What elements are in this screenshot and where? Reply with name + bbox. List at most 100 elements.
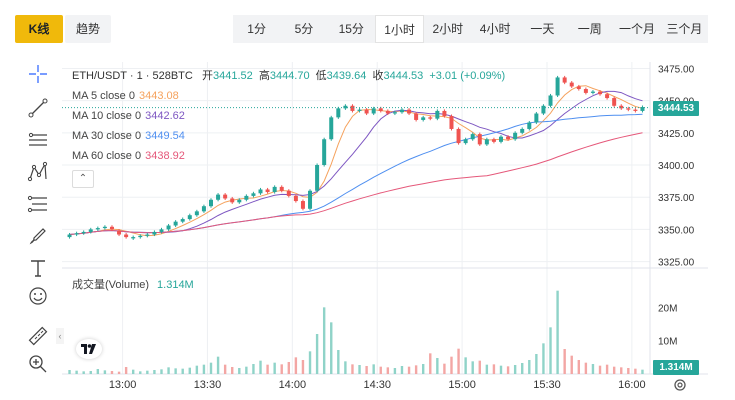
ruler-icon[interactable] — [26, 324, 50, 348]
interval-tab[interactable]: 1小时 — [374, 15, 425, 43]
candle-body — [612, 98, 617, 106]
candle-body — [491, 139, 496, 142]
gear-icon[interactable] — [673, 378, 687, 392]
measure-ruler-lines-icon[interactable] — [26, 192, 50, 216]
volume-bar — [535, 354, 538, 374]
candle-body — [159, 229, 164, 232]
volume-bar — [570, 355, 573, 374]
chart-area[interactable]: 3475.003450.003425.003400.003375.003350.… — [62, 62, 710, 390]
crosshair-icon[interactable] — [26, 62, 50, 86]
interval-tab[interactable]: 一个月 — [619, 22, 656, 36]
candle-body — [590, 91, 595, 93]
volume-bar — [131, 369, 135, 374]
volume-bar — [478, 360, 481, 374]
interval-tab[interactable]: 15分 — [338, 22, 364, 36]
volume-bar — [160, 369, 163, 374]
candle-body — [223, 194, 228, 199]
volume-bar — [372, 364, 375, 374]
candle-body — [67, 234, 72, 238]
volume-bar — [280, 364, 283, 374]
emoji-icon[interactable] — [26, 284, 50, 308]
interval-tab[interactable]: 4小时 — [479, 22, 511, 36]
drawing-toolbar — [18, 62, 58, 382]
interval-tab[interactable]: 1分 — [247, 22, 266, 36]
volume-bar — [492, 364, 496, 374]
interval-tab[interactable]: 5分 — [294, 22, 314, 36]
candle-body — [251, 193, 256, 196]
candle-body — [428, 117, 433, 119]
volume-bar — [337, 350, 340, 374]
candle-body — [272, 186, 277, 193]
fib-retracement-icon[interactable] — [26, 128, 50, 152]
volume-bar — [351, 364, 354, 374]
candle-body — [605, 94, 610, 99]
candle-body — [322, 139, 327, 165]
volume-bar — [457, 348, 460, 374]
volume-bar — [124, 367, 128, 374]
candle-body — [145, 234, 150, 236]
price-tick-label: 3325.00 — [658, 258, 695, 269]
candle-body — [435, 110, 440, 119]
ma-label: MA 60 close 0 — [72, 150, 142, 162]
interval-selector: 1分 5分 15分 1小时 2小时 4小时 一天 一周 一个月 三个月 — [233, 15, 708, 43]
top-bar: K线 趋势 1分 5分 15分 1小时 2小时 4小时 一天 一周 一个月 三个月 — [0, 0, 735, 48]
text-tool-icon[interactable] — [26, 256, 50, 280]
candle-body — [166, 225, 171, 230]
pattern-icon[interactable] — [26, 160, 50, 184]
candle-body — [244, 195, 249, 200]
candle-body — [95, 228, 100, 230]
candle-body — [499, 136, 503, 142]
volume-bar — [365, 366, 368, 374]
volume-bar — [436, 358, 439, 374]
volume-bar — [471, 361, 474, 374]
ma-label: MA 10 close 0 — [72, 110, 142, 122]
volume-bar — [117, 371, 121, 374]
candle-body — [463, 139, 468, 144]
volume-bar — [209, 362, 213, 374]
volume-bar — [139, 371, 142, 374]
time-tick-label: 16:00 — [618, 379, 646, 390]
candle-body — [378, 108, 383, 111]
candle-body — [506, 136, 511, 140]
volume-bar — [181, 368, 184, 374]
candle-body — [315, 165, 320, 191]
candle-body — [109, 226, 114, 230]
interval-tab[interactable]: 一周 — [577, 22, 602, 36]
interval-tab[interactable]: 一天 — [530, 22, 555, 36]
volume-bar — [386, 367, 390, 374]
volume-bar — [82, 371, 85, 374]
volume-tick-label: 10M — [658, 337, 677, 348]
tradingview-logo-icon[interactable] — [76, 339, 102, 359]
open-value: 3441.52 — [213, 70, 253, 82]
ohlc-row: ETH/USDT · 1 · 528BTC 开3441.52 高3444.70 … — [72, 66, 508, 86]
interval-tab[interactable]: 三个月 — [666, 22, 703, 36]
price-tick-label: 3425.00 — [658, 129, 695, 140]
candle-body — [258, 189, 263, 194]
volume-bar — [379, 366, 382, 374]
price-chart[interactable]: 3475.003450.003425.003400.003375.003350.… — [62, 62, 710, 390]
close-label: 收 — [372, 70, 384, 82]
ma-line — [69, 132, 643, 235]
time-tick-label: 15:00 — [448, 379, 476, 390]
interval-tab[interactable]: 2小时 — [432, 22, 464, 36]
candle-body — [399, 109, 404, 113]
candle-body — [308, 190, 313, 209]
trendline-icon[interactable] — [26, 96, 50, 120]
high-label: 高 — [258, 70, 270, 82]
volume-bar — [407, 366, 411, 374]
volume-bar — [400, 366, 404, 374]
toolbar-collapse-handle[interactable]: ‹ — [56, 328, 64, 344]
tab-trend[interactable]: 趋势 — [65, 15, 111, 43]
legend-collapse-button[interactable]: ⌃ — [72, 170, 94, 188]
volume-bar — [75, 370, 78, 374]
volume-bar — [528, 360, 531, 374]
candle-body — [442, 110, 447, 117]
brush-icon[interactable] — [26, 224, 50, 248]
tab-kline[interactable]: K线 — [15, 15, 63, 43]
zoom-in-icon[interactable] — [26, 352, 50, 376]
volume-bar — [110, 371, 114, 374]
volume-bar — [584, 362, 588, 374]
candle-body — [336, 108, 341, 118]
price-tick-label: 3475.00 — [658, 64, 695, 75]
candle-body — [456, 128, 461, 144]
